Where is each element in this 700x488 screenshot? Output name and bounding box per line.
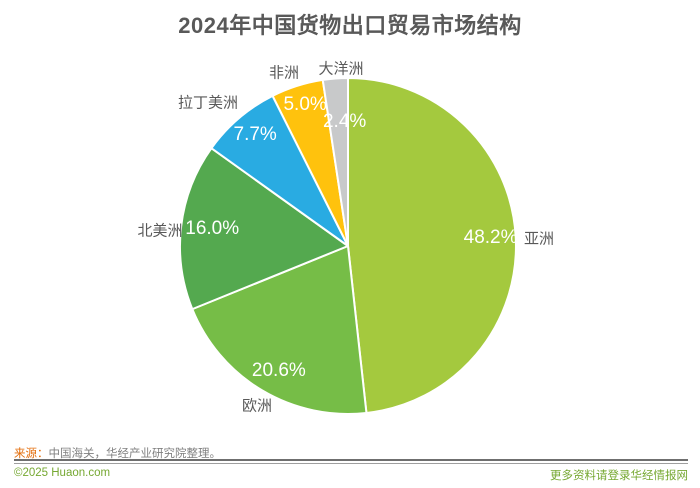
value-label-2: 16.0% <box>185 218 240 240</box>
pie-slice-0 <box>347 77 517 414</box>
pie-slice-1 <box>191 245 368 415</box>
category-label-3: 拉丁美洲 <box>177 94 239 112</box>
pie-slice-2 <box>179 147 349 311</box>
watermark-left: ©2025 Huaon.com <box>14 467 111 479</box>
category-label-2: 北美洲 <box>137 222 183 240</box>
source-line: 来源：中国海关，华经产业研究院整理。 <box>14 445 221 461</box>
pie-slice-5 <box>321 77 349 247</box>
value-label-0: 48.2% <box>463 227 518 249</box>
source-text: 中国海关，华经产业研究院整理。 <box>48 448 222 460</box>
category-label-4: 非洲 <box>268 64 300 82</box>
value-label-5: 2.4% <box>322 111 367 133</box>
value-label-1: 20.6% <box>251 359 306 381</box>
source-prefix: 来源： <box>14 448 49 460</box>
chart-title: 2024年中国货物出口贸易市场结构 <box>178 13 522 38</box>
footer-divider <box>14 459 688 464</box>
category-label-1: 欧洲 <box>241 397 273 415</box>
category-label-0: 亚洲 <box>523 230 555 248</box>
value-label-4: 5.0% <box>283 94 327 116</box>
value-label-3: 7.7% <box>233 124 277 146</box>
watermark-right: 更多资料请登录华经情报网 <box>550 470 688 482</box>
category-label-5: 大洋洲 <box>318 60 364 78</box>
